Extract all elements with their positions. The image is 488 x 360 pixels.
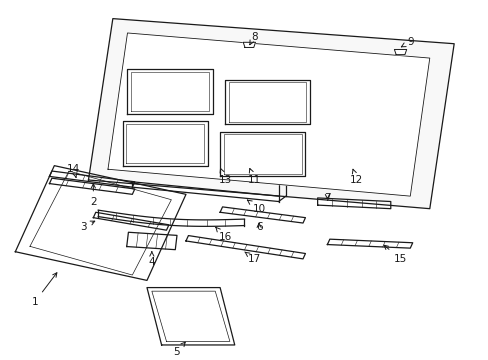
- Text: 5: 5: [173, 342, 185, 357]
- Text: 13: 13: [218, 168, 231, 185]
- Polygon shape: [147, 288, 234, 345]
- Polygon shape: [108, 33, 429, 196]
- Text: 1: 1: [31, 273, 57, 307]
- Text: 8: 8: [249, 32, 257, 45]
- Text: 12: 12: [349, 169, 363, 185]
- Text: 4: 4: [148, 252, 155, 267]
- Text: 16: 16: [215, 227, 231, 242]
- Polygon shape: [15, 166, 185, 280]
- Text: 10: 10: [247, 200, 265, 214]
- Text: 17: 17: [244, 252, 260, 264]
- Polygon shape: [394, 49, 406, 55]
- Text: 3: 3: [80, 221, 95, 231]
- Polygon shape: [317, 198, 390, 209]
- Polygon shape: [93, 212, 168, 230]
- Text: 6: 6: [255, 222, 262, 231]
- Polygon shape: [49, 178, 135, 194]
- Text: 7: 7: [324, 193, 330, 203]
- Polygon shape: [88, 19, 453, 209]
- Text: 11: 11: [247, 168, 260, 185]
- Text: 9: 9: [401, 37, 413, 47]
- Polygon shape: [122, 121, 207, 166]
- Polygon shape: [220, 132, 305, 176]
- Polygon shape: [126, 232, 177, 250]
- Polygon shape: [185, 235, 305, 259]
- Text: 14: 14: [67, 164, 81, 177]
- Text: 15: 15: [383, 245, 407, 264]
- Polygon shape: [49, 171, 135, 187]
- Text: 2: 2: [90, 184, 97, 207]
- Polygon shape: [220, 207, 305, 223]
- Polygon shape: [127, 69, 212, 114]
- Polygon shape: [243, 42, 255, 48]
- Polygon shape: [224, 80, 310, 125]
- Polygon shape: [327, 239, 412, 248]
